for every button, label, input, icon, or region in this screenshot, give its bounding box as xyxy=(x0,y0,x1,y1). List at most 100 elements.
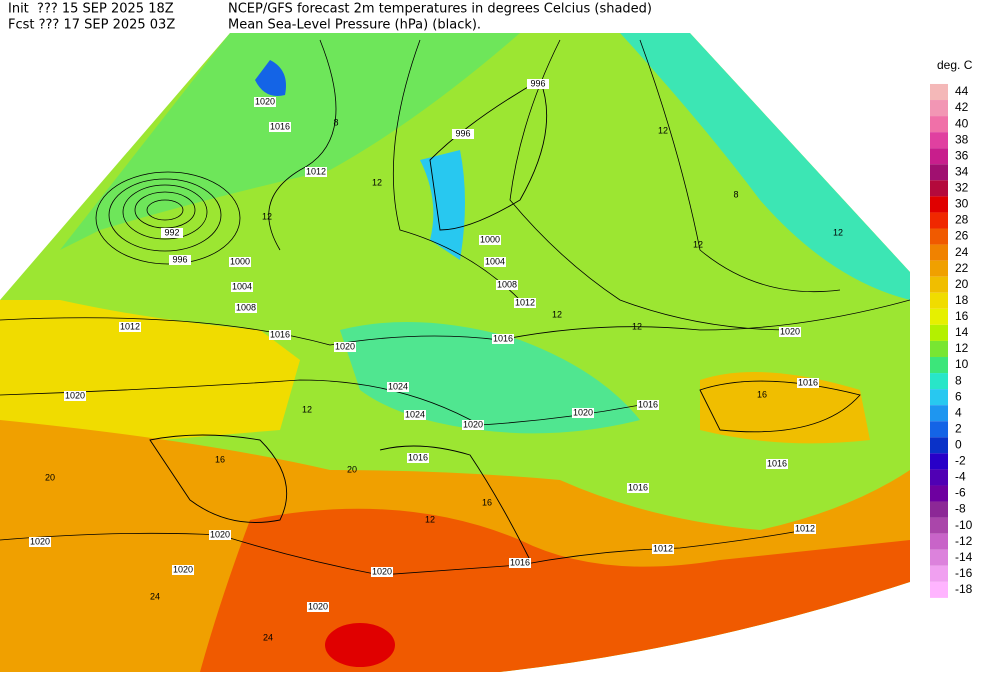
legend-label: -8 xyxy=(955,502,966,516)
legend-label: 44 xyxy=(955,84,969,98)
label-bg xyxy=(334,342,356,352)
label-bg xyxy=(627,483,649,493)
legend-label: -2 xyxy=(955,454,966,468)
legend-swatch xyxy=(930,485,948,502)
legend-swatch xyxy=(930,308,948,325)
map-label: 1020 xyxy=(255,96,275,106)
label-bg xyxy=(371,567,393,577)
label-bg xyxy=(64,391,86,401)
legend-swatch xyxy=(930,116,948,133)
map-label: 1004 xyxy=(485,256,505,266)
label-bg xyxy=(652,544,674,554)
legend-label: 38 xyxy=(955,132,969,146)
legend-swatch xyxy=(930,260,948,277)
field-cold-east xyxy=(620,33,910,300)
map-label: 12 xyxy=(262,211,272,221)
map-label: 12 xyxy=(425,514,435,524)
init-time: Init ??? 15 SEP 2025 18Z xyxy=(8,2,174,17)
legend-swatch xyxy=(930,228,948,245)
subtitle: Mean Sea-Level Pressure (hPa) (black). xyxy=(228,18,481,33)
map-label: 996 xyxy=(455,128,470,138)
map-label: 1020 xyxy=(30,536,50,546)
field-atlantic xyxy=(0,300,300,440)
legend-label: -14 xyxy=(955,550,973,564)
label-bg xyxy=(766,459,788,469)
field-hottest xyxy=(325,623,395,667)
label-bg xyxy=(209,530,231,540)
label-bg xyxy=(479,235,501,245)
map-label: 12 xyxy=(552,309,562,319)
map-label: 1020 xyxy=(780,326,800,336)
map-label: 1012 xyxy=(120,321,140,331)
label-bg xyxy=(161,228,183,238)
label-bg xyxy=(119,322,141,332)
map-label: 1008 xyxy=(497,279,517,289)
map-label: 16 xyxy=(757,389,767,399)
map-label: 996 xyxy=(530,78,545,88)
map-label: 1020 xyxy=(463,419,483,429)
map-label: 12 xyxy=(632,321,642,331)
map-label: 16 xyxy=(215,454,225,464)
legend-label: 6 xyxy=(955,389,962,403)
map-label: 1016 xyxy=(638,399,658,409)
legend-label: -4 xyxy=(955,470,966,484)
map-label: 1020 xyxy=(308,601,328,611)
legend-label: 30 xyxy=(955,197,969,211)
map-label: 1016 xyxy=(767,458,787,468)
map-label: 1016 xyxy=(270,329,290,339)
legend-label: 12 xyxy=(955,341,969,355)
legend-label: 20 xyxy=(955,277,969,291)
map-label: 1020 xyxy=(65,390,85,400)
legend-label: 24 xyxy=(955,245,969,259)
legend-swatch xyxy=(930,437,948,454)
field-scandinavia xyxy=(420,150,465,260)
legend-label: -10 xyxy=(955,518,973,532)
map-label: 1012 xyxy=(653,543,673,553)
map-label: 24 xyxy=(150,591,160,601)
label-bg xyxy=(254,97,276,107)
label-bg xyxy=(387,382,409,392)
map-label: 12 xyxy=(372,177,382,187)
map-label: 1020 xyxy=(372,566,392,576)
legend-swatch xyxy=(930,405,948,422)
map-label: 1020 xyxy=(573,407,593,417)
legend-swatch xyxy=(930,533,948,550)
legend-label: 8 xyxy=(955,373,962,387)
map-label: 1016 xyxy=(408,452,428,462)
label-bg xyxy=(404,410,426,420)
map-label: 24 xyxy=(263,632,273,642)
map-label: 1016 xyxy=(798,377,818,387)
legend-swatch xyxy=(930,453,948,470)
legend-swatch xyxy=(930,421,948,438)
label-bg xyxy=(637,400,659,410)
map-label: 1000 xyxy=(230,256,250,266)
legend-label: 40 xyxy=(955,116,969,130)
map-label: 992 xyxy=(164,227,179,237)
label-bg xyxy=(307,602,329,612)
legend-swatch xyxy=(930,180,948,197)
legend-label: 0 xyxy=(955,437,962,451)
legend-swatch xyxy=(930,340,948,357)
legend-swatch xyxy=(930,581,948,598)
label-bg xyxy=(172,565,194,575)
legend-swatch xyxy=(930,565,948,582)
field-iceland xyxy=(255,60,286,96)
label-bg xyxy=(779,327,801,337)
legend-swatch xyxy=(930,501,948,518)
legend-swatch xyxy=(930,469,948,486)
legend-label: 36 xyxy=(955,148,969,162)
label-bg xyxy=(794,524,816,534)
legend-label: 18 xyxy=(955,293,969,307)
label-bg xyxy=(452,129,474,139)
map-label: 1012 xyxy=(306,166,326,176)
label-bg xyxy=(305,167,327,177)
legend-swatch xyxy=(930,292,948,309)
legend-label: 4 xyxy=(955,405,962,419)
map-label: 1020 xyxy=(210,529,230,539)
map-label: 1000 xyxy=(480,234,500,244)
label-bg xyxy=(269,330,291,340)
map-label: 1016 xyxy=(510,557,530,567)
legend-label: 42 xyxy=(955,100,969,114)
legend-label: 10 xyxy=(955,357,969,371)
map-label: 8 xyxy=(733,189,738,199)
